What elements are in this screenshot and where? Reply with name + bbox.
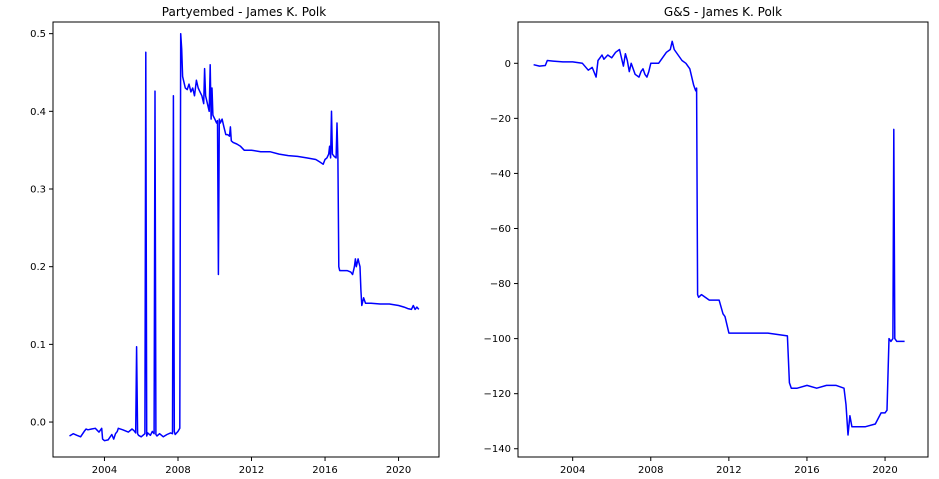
x-tick-label: 2016 (312, 465, 337, 476)
y-tick-label: 0.1 (30, 340, 46, 351)
y-tick-label: −20 (490, 114, 511, 125)
x-tick-label: 2012 (716, 465, 741, 476)
y-tick-label: 0.5 (30, 29, 46, 40)
y-tick-label: 0.0 (30, 418, 46, 429)
x-tick-label: 2016 (794, 465, 819, 476)
y-tick-label: 0.2 (30, 262, 46, 273)
plot-frame (52, 21, 440, 458)
x-axis: 2004 2008 2012 2016 2020 (92, 457, 411, 476)
chart-partyembed: Partyembed - James K. Polk 2004 2008 2012 2… (30, 5, 440, 476)
series-line-0 (69, 32, 420, 442)
y-tick-label: −140 (484, 444, 511, 455)
chart-gs: G&S - James K. Polk 2004 2008 2012 2016 2020… (484, 5, 929, 476)
chart-title: Partyembed - James K. Polk (162, 5, 326, 19)
plot-frame (517, 21, 929, 458)
y-tick-label: −120 (484, 389, 511, 400)
y-tick-label: 0.4 (30, 107, 46, 118)
y-tick-label: −80 (490, 279, 511, 290)
chart-title: G&S - James K. Polk (664, 5, 782, 19)
y-tick-label: −60 (490, 224, 511, 235)
x-tick-label: 2008 (165, 465, 190, 476)
x-tick-label: 2004 (560, 465, 585, 476)
y-tick-label: 0 (505, 59, 511, 70)
y-axis: 0.0 0.1 0.2 0.3 0.4 0.5 (30, 29, 53, 429)
x-axis: 2004 2008 2012 2016 2020 (560, 457, 898, 476)
series-line-0 (533, 40, 905, 436)
y-axis: 0 −20 −40 −60 −80 −100 −120 −140 (484, 59, 518, 455)
series-layer (69, 32, 420, 442)
x-tick-label: 2004 (92, 465, 117, 476)
x-tick-label: 2008 (638, 465, 663, 476)
x-tick-label: 2020 (386, 465, 411, 476)
y-tick-label: −100 (484, 334, 511, 345)
y-tick-label: 0.3 (30, 185, 46, 196)
series-layer (533, 40, 905, 436)
x-tick-label: 2012 (239, 465, 264, 476)
x-tick-label: 2020 (872, 465, 897, 476)
y-tick-label: −40 (490, 169, 511, 180)
